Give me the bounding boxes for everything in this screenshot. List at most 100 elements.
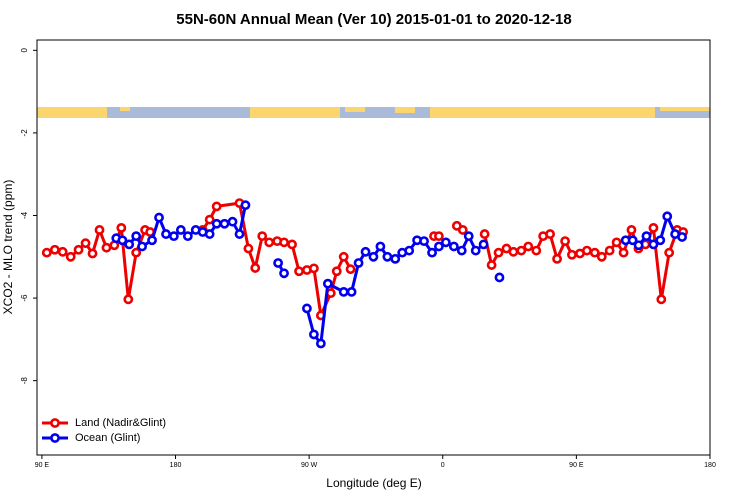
data-point xyxy=(315,338,326,349)
y-tick-label: 0 xyxy=(20,48,29,53)
data-point xyxy=(331,266,342,277)
series-line xyxy=(46,201,684,321)
data-point xyxy=(41,247,52,258)
data-point xyxy=(116,222,127,233)
data-point xyxy=(456,245,467,256)
data-point xyxy=(65,251,76,262)
data-point xyxy=(440,237,451,248)
data-point xyxy=(433,231,444,242)
plot-frame xyxy=(36,39,711,456)
data-point xyxy=(508,246,519,257)
data-point xyxy=(582,245,592,256)
data-point xyxy=(382,251,393,262)
data-point xyxy=(677,232,687,242)
data-point xyxy=(596,251,607,262)
data-point xyxy=(427,247,437,258)
data-point xyxy=(302,303,312,314)
data-point xyxy=(433,241,444,252)
data-point xyxy=(531,245,542,256)
x-axis-label: Longitude (deg E) xyxy=(326,476,421,490)
data-point xyxy=(552,253,562,264)
data-point xyxy=(273,258,284,268)
data-point xyxy=(211,218,222,229)
legend-label: Ocean (Glint) xyxy=(75,432,140,444)
data-point xyxy=(204,214,215,225)
data-point xyxy=(648,239,659,250)
data-point xyxy=(338,286,349,297)
x-tick-label: 180 xyxy=(704,462,716,469)
data-point xyxy=(219,218,230,229)
data-point xyxy=(257,231,268,242)
data-point xyxy=(589,247,600,258)
y-tick-label: -8 xyxy=(20,377,29,385)
data-point xyxy=(493,247,504,258)
data-point xyxy=(618,247,629,258)
data-point xyxy=(404,245,415,256)
data-point xyxy=(345,264,356,275)
data-point xyxy=(57,246,68,257)
data-point xyxy=(604,245,615,256)
legend-marker xyxy=(50,418,60,428)
x-tick-label: 90 E xyxy=(35,462,50,469)
data-point xyxy=(353,258,364,268)
data-point xyxy=(655,235,666,246)
data-point xyxy=(80,238,91,249)
data-point xyxy=(211,201,222,212)
data-point xyxy=(523,241,534,252)
data-point xyxy=(204,229,215,239)
x-tick-label: 90 W xyxy=(301,462,318,469)
y-tick-label: -6 xyxy=(20,294,29,302)
data-point xyxy=(182,231,193,242)
data-point xyxy=(308,263,319,274)
y-tick-label: -4 xyxy=(20,211,29,219)
data-point xyxy=(346,286,357,297)
data-point xyxy=(641,231,652,242)
data-point xyxy=(49,244,60,255)
x-tick-label: 180 xyxy=(170,462,182,469)
data-point xyxy=(648,222,659,233)
data-point xyxy=(478,239,489,250)
data-point xyxy=(360,246,371,257)
data-point xyxy=(448,241,459,252)
data-point xyxy=(567,249,577,260)
data-point xyxy=(322,278,333,289)
data-point xyxy=(124,239,135,250)
data-point xyxy=(279,237,289,248)
data-point xyxy=(240,200,251,211)
data-point xyxy=(390,253,401,264)
data-point xyxy=(87,248,98,259)
data-point xyxy=(294,266,304,277)
data-point xyxy=(662,211,673,222)
data-point xyxy=(131,247,142,258)
data-point xyxy=(279,268,289,279)
data-point xyxy=(470,245,481,256)
data-point xyxy=(633,240,644,251)
data-point xyxy=(123,294,134,305)
y-tick-label: -2 xyxy=(20,129,29,137)
legend-marker xyxy=(50,433,60,443)
data-point xyxy=(368,251,379,262)
data-point xyxy=(168,231,179,242)
data-point xyxy=(338,251,349,262)
x-tick-label: 90 E xyxy=(569,462,584,469)
data-point xyxy=(545,229,556,239)
data-point xyxy=(626,225,637,235)
legend-label: Land (Nadir&Glint) xyxy=(75,417,166,429)
data-point xyxy=(457,225,468,235)
data-point xyxy=(131,231,142,242)
data-point xyxy=(117,235,128,246)
data-point xyxy=(234,229,245,239)
data-point xyxy=(516,245,527,256)
data-point xyxy=(375,241,386,252)
data-point xyxy=(227,216,238,227)
data-point xyxy=(243,243,254,254)
data-point xyxy=(486,260,497,270)
data-point xyxy=(656,294,667,305)
data-point xyxy=(419,236,429,246)
data-point xyxy=(308,329,319,340)
data-point xyxy=(101,242,112,253)
data-point xyxy=(664,247,675,258)
data-point xyxy=(73,244,84,255)
data-point xyxy=(560,236,570,246)
